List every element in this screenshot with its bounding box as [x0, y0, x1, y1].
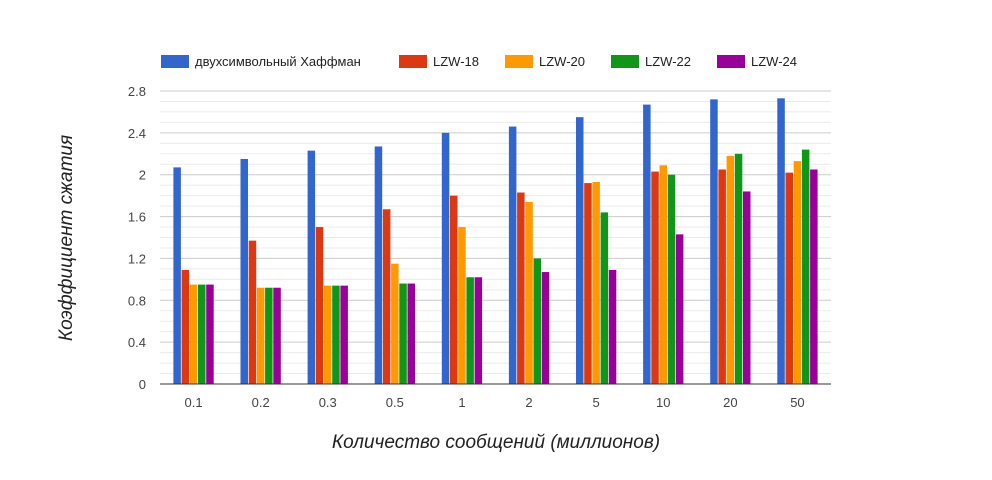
- x-tick-label: 1: [458, 395, 465, 410]
- y-tick-label: 2.4: [128, 126, 146, 141]
- y-tick-label: 0: [139, 377, 146, 392]
- bar-LZW-24-2: [541, 272, 550, 384]
- legend-swatch: [611, 55, 639, 68]
- bar-LZW-20-0.5: [391, 263, 399, 384]
- bar-LZW-22-0.2: [265, 287, 273, 384]
- bar-двухсимвольный-Хаффман-50: [777, 98, 785, 384]
- legend: двухсимвольный Хаффман LZW-18 LZW-20 LZW-22…: [161, 54, 797, 69]
- bar-LZW-22-0.3: [332, 285, 340, 384]
- x-tick-label: 0.5: [386, 395, 404, 410]
- legend-swatch: [505, 55, 533, 68]
- y-tick-label: 0.8: [128, 293, 146, 308]
- bar-LZW-20-5: [592, 182, 600, 384]
- bar-LZW-18-1: [450, 195, 458, 384]
- bar-двухсимвольный-Хаффман-0.1: [173, 167, 181, 384]
- legend-swatch: [399, 55, 427, 68]
- bar-LZW-18-10: [651, 171, 659, 384]
- x-tick-labels: 0.1 0.2 0.3 0.5 1 2 5 10 20 50: [185, 395, 805, 410]
- bar-LZW-22-1: [466, 277, 474, 384]
- bar-двухсимвольный-Хаффман-5: [576, 117, 584, 385]
- y-tick-label: 1.2: [128, 251, 146, 266]
- bar-LZW-20-10: [659, 165, 667, 384]
- bar-двухсимвольный-Хаффман-0.3: [307, 150, 316, 384]
- y-tick-label: 1.6: [128, 210, 146, 225]
- legend-label: LZW-24: [751, 54, 797, 69]
- bar-LZW-18-5: [584, 183, 592, 384]
- bar-LZW-24-20: [743, 191, 751, 384]
- bar-LZW-24-50: [810, 169, 818, 384]
- bar-LZW-20-1: [458, 227, 466, 384]
- bar-LZW-24-1: [474, 277, 483, 384]
- bar-LZW-24-0.5: [407, 283, 415, 384]
- bar-LZW-24-0.3: [340, 285, 348, 384]
- x-tick-label: 10: [656, 395, 670, 410]
- y-tick-label: 2: [139, 168, 146, 183]
- y-axis-title: Коэффициент сжатия: [56, 135, 77, 341]
- bar-LZW-20-2: [525, 201, 533, 384]
- bar-LZW-22-2: [533, 258, 541, 384]
- bar-LZW-24-0.1: [206, 284, 214, 384]
- bar-LZW-20-0.1: [189, 284, 198, 384]
- bar-LZW-18-50: [785, 172, 793, 384]
- y-tick-label: 0.4: [128, 335, 146, 350]
- bar-LZW-22-5: [600, 212, 609, 384]
- bar-двухсимвольный-Хаффман-20: [710, 99, 718, 384]
- bar-двухсимвольный-Хаффман-0.5: [374, 146, 383, 384]
- bar-LZW-22-10: [667, 174, 676, 384]
- bar-LZW-20-0.2: [256, 287, 265, 384]
- bar-двухсимвольный-Хаффман-10: [643, 104, 651, 384]
- x-tick-label: 0.1: [185, 395, 203, 410]
- bar-LZW-24-0.2: [273, 287, 281, 384]
- legend-swatch: [161, 55, 189, 68]
- y-tick-labels: 0 0.4 0.8 1.2 1.6 2 2.4 2.8: [128, 84, 146, 392]
- bar-LZW-18-0.5: [382, 209, 391, 384]
- x-tick-label: 2: [525, 395, 532, 410]
- bar-LZW-18-2: [517, 192, 525, 384]
- bar-двухсимвольный-Хаффман-2: [508, 126, 517, 384]
- bar-двухсимвольный-Хаффман-0.2: [240, 159, 248, 384]
- x-tick-label: 5: [593, 395, 600, 410]
- bar-LZW-18-0.1: [181, 269, 190, 384]
- y-tick-label: 2.8: [128, 84, 146, 99]
- bar-LZW-18-0.3: [315, 227, 324, 384]
- x-axis-title: Количество сообщений (миллионов): [332, 432, 660, 453]
- bar-LZW-22-0.5: [399, 283, 407, 384]
- legend-label: двухсимвольный Хаффман: [195, 54, 361, 69]
- bars: [173, 98, 818, 385]
- x-tick-label: 0.3: [319, 395, 337, 410]
- bar-LZW-22-0.1: [198, 284, 206, 384]
- legend-label: LZW-18: [433, 54, 479, 69]
- bar-LZW-20-0.3: [324, 285, 332, 384]
- x-tick-label: 20: [723, 395, 737, 410]
- legend-label: LZW-22: [645, 54, 691, 69]
- bar-LZW-20-50: [793, 161, 802, 384]
- legend-swatch: [717, 55, 745, 68]
- bar-LZW-20-20: [726, 155, 735, 384]
- bar-LZW-22-20: [734, 153, 743, 384]
- bar-LZW-24-10: [675, 234, 684, 384]
- x-tick-label: 50: [790, 395, 804, 410]
- bar-LZW-18-0.2: [248, 240, 257, 384]
- bar-двухсимвольный-Хаффман-1: [441, 132, 450, 384]
- legend-label: LZW-20: [539, 54, 585, 69]
- x-tick-label: 0.2: [252, 395, 270, 410]
- bar-LZW-24-5: [608, 269, 617, 384]
- bar-LZW-22-50: [801, 149, 810, 384]
- bar-LZW-18-20: [718, 169, 726, 384]
